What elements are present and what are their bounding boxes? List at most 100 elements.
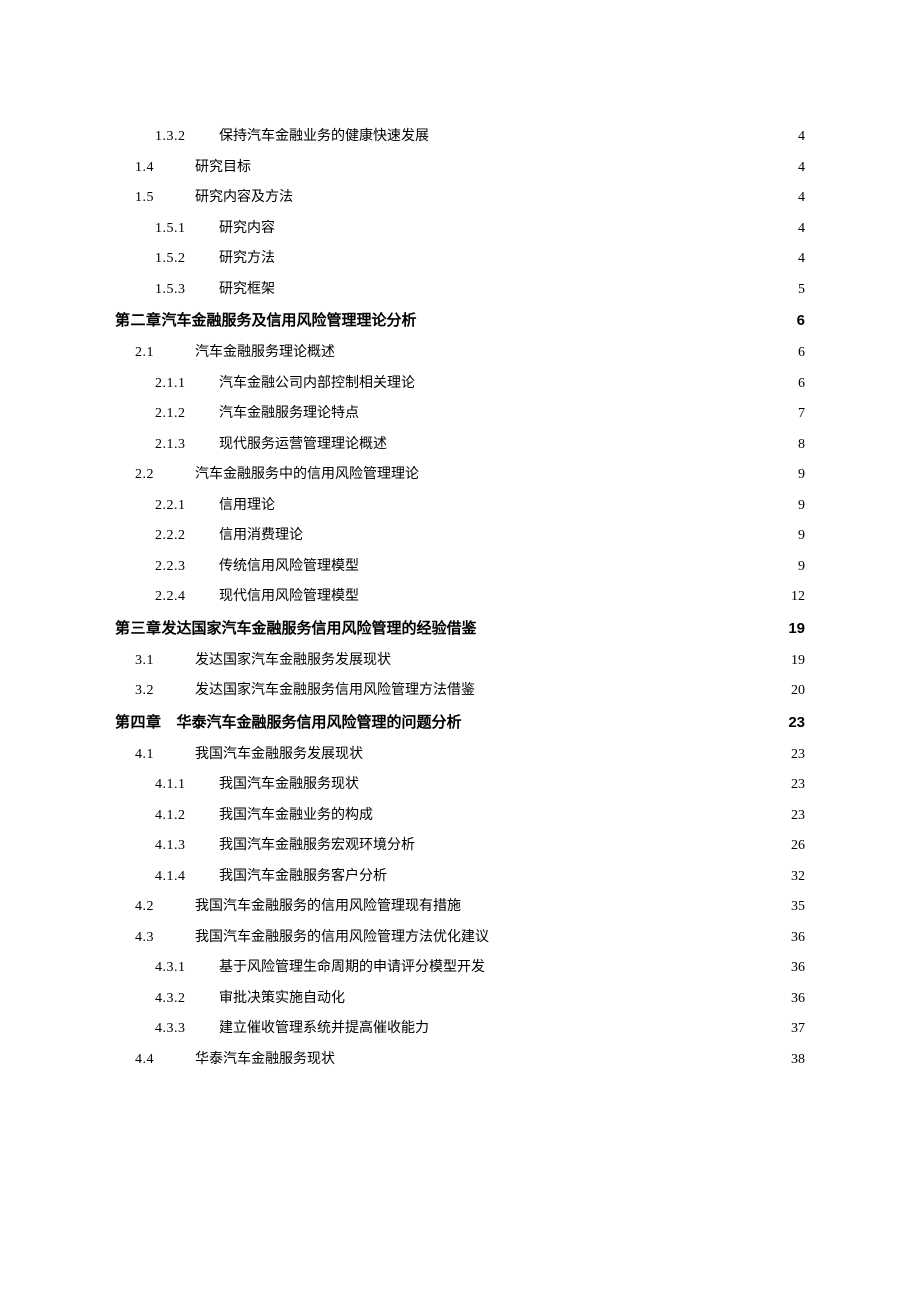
- toc-entry-page: 4: [791, 130, 805, 144]
- toc-entry: 3.1发达国家汽车金融服务发展现状 19: [115, 654, 805, 668]
- toc-entry-page: 4: [791, 222, 805, 236]
- toc-entry: 1.3.2保持汽车金融业务的健康快速发展4: [115, 130, 805, 144]
- toc-entry-number: 2.2.2: [155, 529, 219, 543]
- toc-entry: 2.2.1信用理论 9: [115, 499, 805, 513]
- toc-entry-number: 4.3.3: [155, 1022, 219, 1036]
- toc-entry-title: 我国汽车金融服务宏观环境分析: [219, 839, 415, 853]
- toc-entry: 1.5研究内容及方法 4: [115, 191, 805, 205]
- toc-entry-number: 1.5.2: [155, 252, 219, 266]
- toc-entry-title: 信用消费理论: [219, 529, 303, 543]
- toc-entry-page: 36: [791, 992, 805, 1006]
- toc-entry-number: 3.1: [135, 654, 195, 668]
- toc-entry-number: 1.5.3: [155, 283, 219, 297]
- toc-entry-number: 2.1: [135, 346, 195, 360]
- toc-entry-title: 汽车金融公司内部控制相关理论: [219, 377, 415, 391]
- toc-entry-number: 第三章: [115, 621, 162, 636]
- toc-entry-title: 汽车金融服务及信用风险管理理论分析: [162, 313, 417, 328]
- toc-entry: 1.4研究目标 4: [115, 161, 805, 175]
- toc-entry: 4.4华泰汽车金融服务现状38: [115, 1053, 805, 1067]
- toc-entry: 2.2汽车金融服务中的信用风险管理理论 9: [115, 468, 805, 482]
- toc-entry-title: 汽车金融服务中的信用风险管理理论: [195, 468, 419, 482]
- toc-entry-number: 1.5: [135, 191, 195, 205]
- toc-entry-title: 我国汽车金融业务的构成: [219, 809, 373, 823]
- toc-entry-title: 我国汽车金融服务客户分析: [219, 870, 387, 884]
- toc-entry-page: 4: [791, 161, 805, 175]
- toc-entry: 2.1.2汽车金融服务理论特点7: [115, 407, 805, 421]
- toc-entry: 第四章 华泰汽车金融服务信用风险管理的问题分析 23: [115, 715, 805, 730]
- toc-page: 1.3.2保持汽车金融业务的健康快速发展4 1.4研究目标 4 1.5研究内容及方法 4…: [0, 0, 920, 1301]
- toc-entry-page: 6: [791, 377, 805, 391]
- toc-entry-number: 2.1.1: [155, 377, 219, 391]
- toc-entry-title: 审批决策实施自动化: [219, 992, 345, 1006]
- toc-entry-page: 37: [791, 1022, 805, 1036]
- toc-entry: 2.2.3传统信用风险管理模型9: [115, 560, 805, 574]
- toc-entry: 4.3.3建立催收管理系统并提高催收能力 37: [115, 1022, 805, 1036]
- toc-entry: 1.5.1研究内容4: [115, 222, 805, 236]
- toc-entry-page: 8: [791, 438, 805, 452]
- toc-entry-title: 我国汽车金融服务的信用风险管理现有措施: [195, 900, 461, 914]
- toc-entry-page: 23: [791, 748, 805, 762]
- toc-entry-page: 32: [791, 870, 805, 884]
- toc-entry-title: 汽车金融服务理论特点: [219, 407, 359, 421]
- toc-entry-title: 我国汽车金融服务现状: [219, 778, 359, 792]
- toc-entry-page: 19: [788, 621, 805, 636]
- toc-entry-page: 9: [791, 529, 805, 543]
- toc-entry-page: 35: [791, 900, 805, 914]
- toc-entry-page: 23: [788, 715, 805, 730]
- toc-entry-number: 2.2.4: [155, 590, 219, 604]
- toc-entry-title: 华泰汽车金融服务信用风险管理的问题分析: [162, 715, 462, 730]
- toc-entry-number: 4.1.3: [155, 839, 219, 853]
- toc-entry-page: 4: [791, 191, 805, 205]
- toc-entry-title: 汽车金融服务理论概述: [195, 346, 335, 360]
- toc-entry-page: 9: [791, 499, 805, 513]
- toc-entry-title: 传统信用风险管理模型: [219, 560, 359, 574]
- toc-entry-page: 20: [791, 684, 805, 698]
- toc-entry-number: 4.1: [135, 748, 195, 762]
- toc-entry-title: 研究内容及方法: [195, 191, 293, 205]
- toc-entry-number: 第二章: [115, 313, 162, 328]
- toc-entry-title: 现代信用风险管理模型: [219, 590, 359, 604]
- toc-entry-number: 4.1.4: [155, 870, 219, 884]
- toc-entry-page: 36: [791, 961, 805, 975]
- toc-entry: 2.1.1汽车金融公司内部控制相关理论 6: [115, 377, 805, 391]
- toc-entry-title: 信用理论: [219, 499, 275, 513]
- toc-entry-page: 19: [791, 654, 805, 668]
- toc-entry-number: 2.2.1: [155, 499, 219, 513]
- toc-entry: 4.3.1基于风险管理生命周期的申请评分模型开发36: [115, 961, 805, 975]
- toc-entry-page: 12: [791, 590, 805, 604]
- toc-entry-page: 36: [791, 931, 805, 945]
- toc-entry-page: 6: [791, 346, 805, 360]
- toc-entry-number: 1.4: [135, 161, 195, 175]
- toc-entry-number: 4.1.1: [155, 778, 219, 792]
- toc-entry-number: 1.3.2: [155, 130, 219, 144]
- toc-entry-number: 2.1.3: [155, 438, 219, 452]
- toc-entry: 1.5.2研究方法4: [115, 252, 805, 266]
- toc-entry-page: 38: [791, 1053, 805, 1067]
- toc-entry: 4.3我国汽车金融服务的信用风险管理方法优化建议 36: [115, 931, 805, 945]
- toc-entry-title: 发达国家汽车金融服务信用风险管理的经验借鉴: [162, 621, 477, 636]
- toc-entry-number: 4.2: [135, 900, 195, 914]
- toc-entry-title: 研究目标: [195, 161, 251, 175]
- toc-entry: 4.1.2我国汽车金融业务的构成23: [115, 809, 805, 823]
- toc-entry-number: 第四章: [115, 715, 162, 730]
- toc-entry-title: 建立催收管理系统并提高催收能力: [219, 1022, 429, 1036]
- toc-entry-title: 我国汽车金融服务的信用风险管理方法优化建议: [195, 931, 489, 945]
- toc-entry-number: 4.4: [135, 1053, 195, 1067]
- toc-entry-page: 9: [791, 468, 805, 482]
- toc-entry-number: 2.2: [135, 468, 195, 482]
- toc-entry: 4.1.1我国汽车金融服务现状23: [115, 778, 805, 792]
- toc-entry-title: 研究框架: [219, 283, 275, 297]
- toc-entry-page: 23: [791, 809, 805, 823]
- toc-entry-title: 发达国家汽车金融服务发展现状: [195, 654, 391, 668]
- toc-entry: 3.2发达国家汽车金融服务信用风险管理方法借鉴20: [115, 684, 805, 698]
- toc-entry-number: 4.3.2: [155, 992, 219, 1006]
- toc-entry-number: 4.3: [135, 931, 195, 945]
- toc-entry-number: 3.2: [135, 684, 195, 698]
- toc-entry-title: 研究内容: [219, 222, 275, 236]
- toc-entry-page: 9: [791, 560, 805, 574]
- toc-entry: 4.1.4我国汽车金融服务客户分析 32: [115, 870, 805, 884]
- toc-entry: 4.3.2审批决策实施自动化 36: [115, 992, 805, 1006]
- toc-entry-number: 4.3.1: [155, 961, 219, 975]
- toc-entry-page: 4: [791, 252, 805, 266]
- toc-entry: 2.2.2信用消费理论 9: [115, 529, 805, 543]
